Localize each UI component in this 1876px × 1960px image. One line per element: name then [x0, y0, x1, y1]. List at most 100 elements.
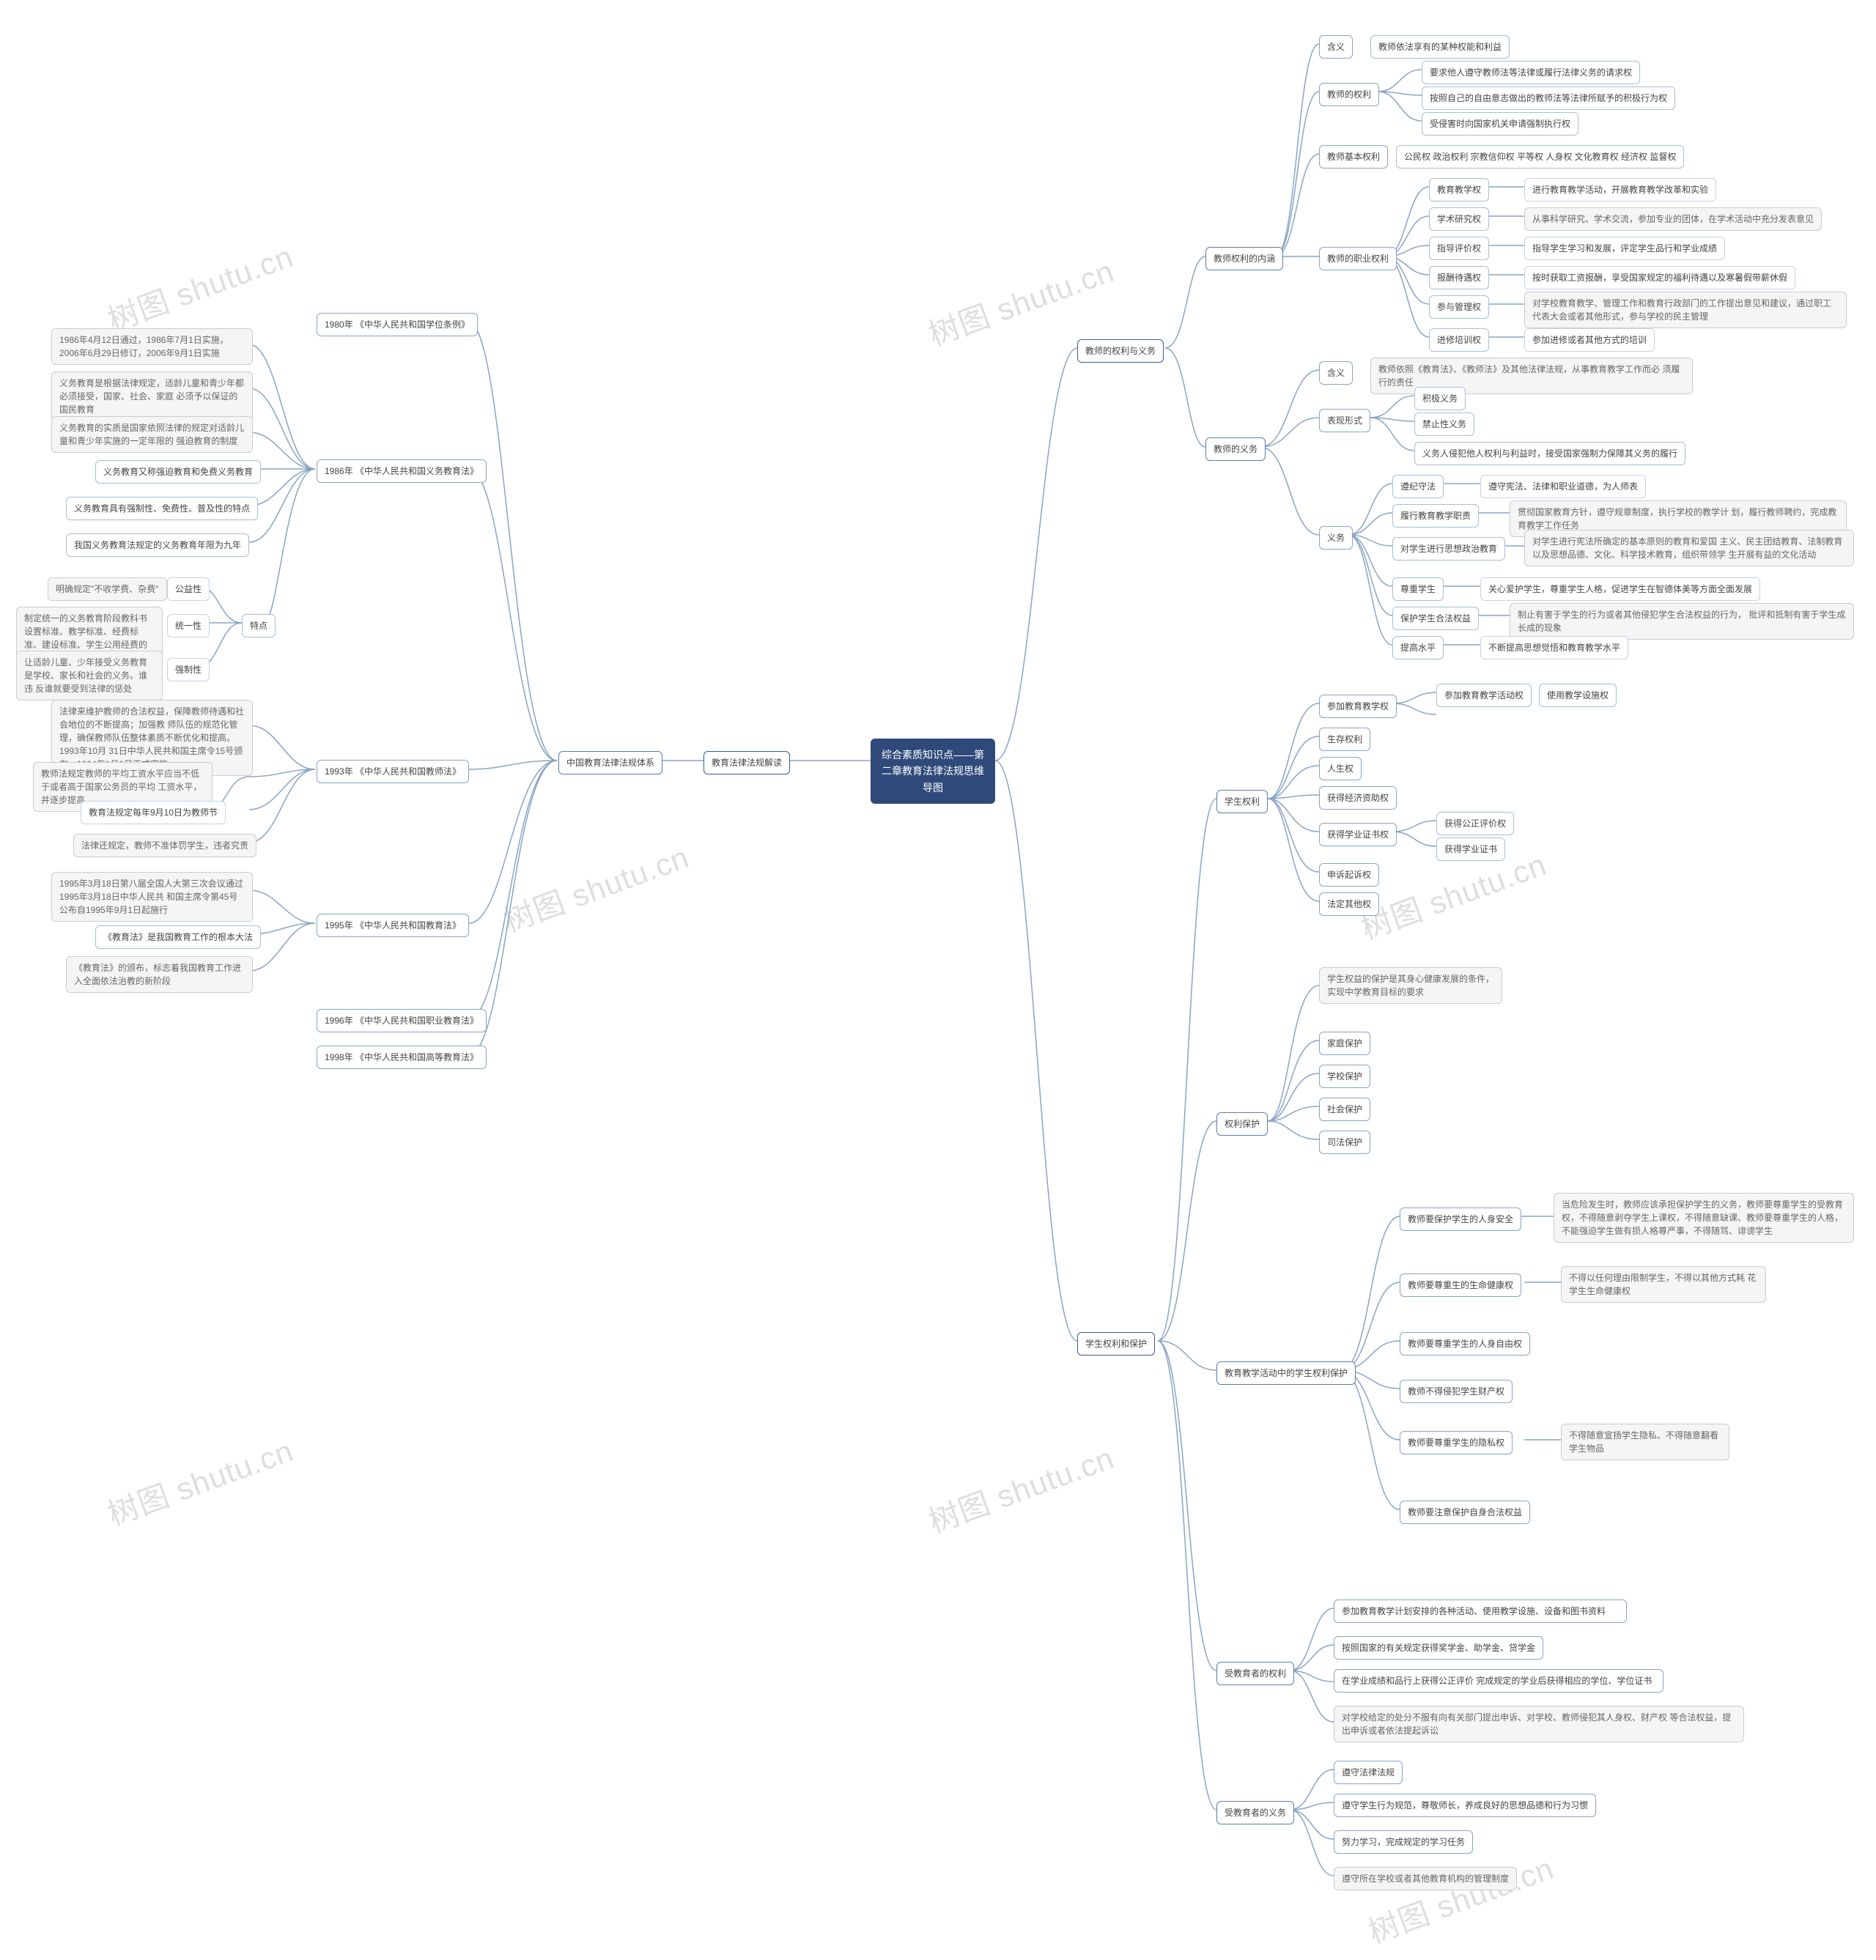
prot-0[interactable]: 家庭保护	[1319, 1032, 1370, 1055]
prof-2-v: 指导学生学习和发展，评定学生品行和学业成绩	[1524, 237, 1725, 260]
prof-label[interactable]: 教师的职业权利	[1319, 247, 1397, 270]
tr-0: 要求他人遵守教师法等法律或履行法律义务的请求权	[1422, 61, 1640, 84]
sr-0[interactable]: 参加教育教学权	[1319, 695, 1397, 718]
er-1: 按照国家的有关规定获得奖学金、助学金、贷学金	[1334, 1636, 1543, 1660]
law1995-ann-2: 《教育法》的颁布，标志着我国教育工作进入全面依法治教的新阶段	[66, 956, 253, 993]
sr-4[interactable]: 获得学业证书权	[1319, 823, 1397, 846]
prof-5-k[interactable]: 进修培训权	[1429, 328, 1489, 352]
sr-0-0: 参加教育教学活动权	[1436, 684, 1532, 707]
tr-2: 受侵害时向国家机关申请强制执行权	[1422, 112, 1578, 136]
law1986-ann-0: 1986年4月12日通过，1986年7月1日实施，2006年6月29日修订，20…	[51, 328, 253, 365]
yl-4-k[interactable]: 保护学生合法权益	[1392, 607, 1479, 630]
edu-duty-label[interactable]: 受教育者的义务	[1216, 1801, 1294, 1824]
act-0-v: 当危险发生时，教师应该承担保护学生的义务，教师要尊重学生的受教育权，不得随意剥夺…	[1554, 1193, 1854, 1243]
yiwu-form-label[interactable]: 表现形式	[1319, 409, 1370, 432]
ed-1: 遵守学生行为规范，尊敬师长，养成良好的思想品德和行为习惯	[1334, 1794, 1596, 1817]
yiwu-label[interactable]: 教师的义务	[1205, 437, 1266, 461]
law-1998[interactable]: 1998年 《中华人民共和国高等教育法》	[317, 1046, 487, 1069]
prof-1-v: 从事科学研究、学术交流，参加专业的团体，在学术活动中充分发表意见	[1524, 207, 1822, 231]
root-node[interactable]: 综合素质知识点——第二章教育法律法规思维导图	[871, 739, 995, 804]
prof-0-k[interactable]: 教育教学权	[1429, 178, 1489, 201]
act-5-k[interactable]: 教师要注意保护自身合法权益	[1400, 1501, 1530, 1524]
act-3-k[interactable]: 教师不得侵犯学生财产权	[1400, 1380, 1513, 1403]
yl-2-k[interactable]: 对学生进行思想政治教育	[1392, 537, 1505, 561]
act-4-k[interactable]: 教师要尊重学生的隐私权	[1400, 1431, 1513, 1454]
watermark: 树图 shutu.cn	[1362, 1843, 1559, 1952]
prof-5-v: 参加进修或者其他方式的培训	[1524, 328, 1655, 352]
trait-0-k[interactable]: 公益性	[167, 577, 210, 601]
prot-2[interactable]: 社会保护	[1319, 1098, 1370, 1121]
watermark: 树图 shutu.cn	[497, 832, 695, 941]
law-1993[interactable]: 1993年 《中华人民共和国教师法》	[317, 760, 469, 783]
law1986-ann-3: 义务教育又称强迫教育和免费义务教育	[95, 460, 261, 484]
act-4-v: 不得随意宣扬学生隐私、不得随意翻看学生物品	[1561, 1424, 1729, 1460]
yiwu-def-k[interactable]: 含义	[1319, 361, 1353, 385]
sr-2[interactable]: 人生权	[1319, 757, 1362, 780]
sr-1[interactable]: 生存权利	[1319, 728, 1370, 751]
law1995-ann-1: 《教育法》是我国教育工作的根本大法	[95, 925, 261, 949]
trait-1-k[interactable]: 统一性	[167, 614, 210, 637]
law-1980[interactable]: 1980年 《中华人民共和国学位条例》	[317, 313, 478, 336]
ed-2: 努力学习，完成规定的学习任务	[1334, 1830, 1473, 1854]
branch-teacher[interactable]: 教师的权利与义务	[1077, 339, 1164, 363]
left-sub[interactable]: 中国教育法律法规体系	[558, 751, 662, 774]
sr-5[interactable]: 申诉起诉权	[1319, 863, 1379, 887]
yl-1-k[interactable]: 履行教育教学职责	[1392, 504, 1479, 528]
trait-2-k[interactable]: 强制性	[167, 658, 210, 681]
form-1: 禁止性义务	[1414, 413, 1474, 436]
act-2-k[interactable]: 教师要尊重学生的人身自由权	[1400, 1332, 1530, 1356]
edu-rights-label[interactable]: 受教育者的权利	[1216, 1662, 1294, 1685]
form-0: 积极义务	[1414, 387, 1466, 410]
act-1-v: 不得以任何理由限制学生，不得以其他方式耗 花 学生生命健康权	[1561, 1266, 1766, 1303]
sr-4-1: 获得学业证书	[1436, 837, 1505, 861]
prof-1-k[interactable]: 学术研究权	[1429, 207, 1489, 231]
yl-3-k[interactable]: 尊重学生	[1392, 577, 1444, 601]
watermark: 树图 shutu.cn	[922, 1433, 1120, 1542]
prof-0-v: 进行教育教学活动，开展教育教学改革和实验	[1524, 178, 1716, 201]
act-1-k[interactable]: 教师要尊重生的生命健康权	[1400, 1273, 1521, 1297]
left-branch[interactable]: 教育法律法规解读	[704, 751, 790, 774]
def-v: 教师依法享有的某种权能和利益	[1370, 35, 1510, 59]
prot-3[interactable]: 司法保护	[1319, 1131, 1370, 1154]
sr-0-1: 使用教学设施权	[1539, 684, 1617, 707]
law1986-ann-1: 义务教育是根据法律规定，适龄儿童和青少年都必须接受，国家、社会、家庭 必须予以保…	[51, 371, 253, 421]
prof-2-k[interactable]: 指导评价权	[1429, 237, 1489, 260]
law-1996[interactable]: 1996年 《中华人民共和国职业教育法》	[317, 1009, 487, 1032]
watermark: 树图 shutu.cn	[101, 232, 299, 340]
ed-3: 遵守所在学校或者其他教育机构的管理制度	[1334, 1867, 1517, 1890]
prof-4-k[interactable]: 参与管理权	[1429, 295, 1489, 319]
prof-4-v: 对学校教育教学、管理工作和教育行政部门的工作提出意见和建议，通过职工代表大会或者…	[1524, 292, 1847, 328]
er-0: 参加教育教学计划安排的各种活动、使用教学设施、设备和图书资料	[1334, 1600, 1627, 1623]
yiwu-list-label[interactable]: 义务	[1319, 526, 1353, 550]
prot-1[interactable]: 学校保护	[1319, 1065, 1370, 1088]
trait-0-d: 明确规定"不收学费、杂费"	[48, 577, 167, 601]
teacher-rights-label[interactable]: 教师的权利	[1319, 83, 1379, 106]
form-2: 义务人侵犯他人权利与利益时，接受国家强制力保障其义务的履行	[1414, 442, 1685, 465]
tr-1: 按照自己的自由意志做出的教师法等法律所赋予的积极行为权	[1422, 86, 1675, 110]
def-k[interactable]: 含义	[1319, 35, 1353, 59]
law-1986[interactable]: 1986年 《中华人民共和国义务教育法》	[317, 459, 487, 483]
law1986-ann-2: 义务教育的实质是国家依照法律的规定对适龄儿童和青少年实施的一定年限的 强迫教育的…	[51, 416, 253, 453]
law-1995[interactable]: 1995年 《中华人民共和国教育法》	[317, 914, 469, 937]
branch-student[interactable]: 学生权利和保护	[1077, 1332, 1155, 1356]
sr-6[interactable]: 法定其他权	[1319, 892, 1379, 916]
yl-0-k[interactable]: 遵纪守法	[1392, 475, 1444, 498]
traits-label[interactable]: 特点	[242, 614, 276, 637]
yl-0-v: 遵守宪法、法律和职业道德，为人师表	[1480, 475, 1646, 498]
sr-3[interactable]: 获得经济资助权	[1319, 786, 1397, 810]
watermark: 树图 shutu.cn	[101, 1426, 299, 1534]
student-rights-label[interactable]: 学生权利	[1216, 790, 1268, 813]
activity-label[interactable]: 教育教学活动中的学生权利保护	[1216, 1361, 1356, 1385]
basic-k[interactable]: 教师基本权利	[1319, 145, 1388, 169]
prof-3-k[interactable]: 报酬待遇权	[1429, 266, 1489, 289]
act-0-k[interactable]: 教师要保护学生的人身安全	[1400, 1208, 1521, 1231]
yl-4-v: 制止有害于学生的行为或者其他侵犯学生合法权益的行为， 批评和抵制有害于学生成长成…	[1510, 603, 1854, 640]
yl-5-k[interactable]: 提高水平	[1392, 636, 1444, 659]
prof-3-v: 按时获取工资报酬，享受国家规定的福利待遇以及寒暑假带薪休假	[1524, 266, 1795, 289]
protect-label[interactable]: 权利保护	[1216, 1112, 1268, 1136]
law1993-extra: 教育法规定每年9月10日为教师节	[81, 801, 226, 824]
teacher-content[interactable]: 教师权利的内涵	[1205, 247, 1283, 270]
law1993-ann-3: 法律还规定，教师不准体罚学生，违者究责	[73, 834, 256, 857]
yl-2-v: 对学生进行宪法所确定的基本原则的教育和爱国 主义、民主团结教育、法制教育以及思想…	[1524, 530, 1854, 566]
law1995-ann-0: 1995年3月18日第八届全国人大第三次会议通过 1995年3月18日中华人民共…	[51, 872, 253, 922]
